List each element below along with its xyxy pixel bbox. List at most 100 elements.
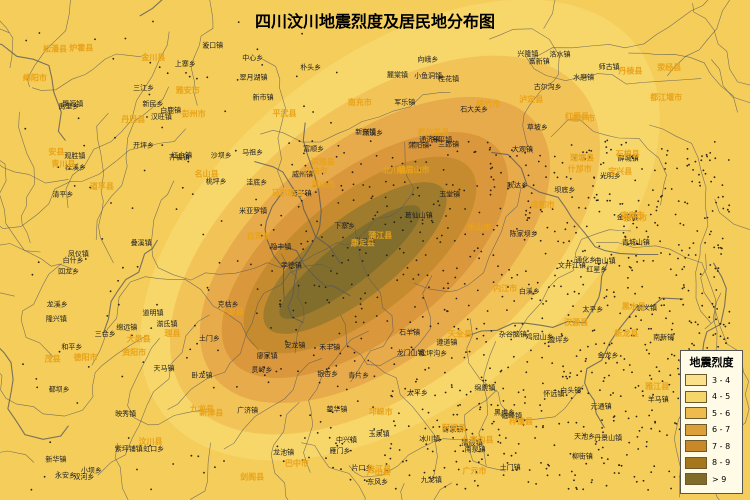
- place-label: 新兴镇: [355, 127, 376, 136]
- county-label: 新津县: [199, 407, 223, 417]
- settlement-dot: [530, 297, 533, 300]
- settlement-dot: [431, 450, 434, 453]
- settlement-dot: [670, 328, 673, 331]
- settlement-dot: [279, 303, 282, 306]
- settlement-dot: [521, 323, 524, 325]
- settlement-dot: [149, 61, 152, 64]
- settlement-dot: [290, 267, 293, 270]
- settlement-dot: [467, 304, 470, 307]
- settlement-dot: [362, 184, 365, 186]
- settlement-dot: [601, 419, 603, 421]
- settlement-dot: [649, 213, 652, 216]
- settlement-dot: [270, 327, 272, 329]
- place-label: 白溪乡: [519, 286, 540, 295]
- settlement-dot: [677, 359, 680, 361]
- settlement-dot: [266, 354, 269, 357]
- place-label: 玉堂镇: [439, 190, 460, 199]
- settlement-dot: [303, 105, 305, 108]
- settlement-dot: [535, 425, 538, 428]
- settlement-dot: [161, 144, 164, 147]
- settlement-dot: [713, 276, 716, 278]
- settlement-dot: [432, 426, 435, 428]
- settlement-dot: [469, 255, 472, 258]
- settlement-dot: [297, 370, 299, 373]
- admin-border: [288, 141, 415, 266]
- settlement-dot: [495, 154, 497, 156]
- settlement-dot: [556, 176, 559, 179]
- settlement-dot: [301, 459, 304, 462]
- legend-item: > 9: [681, 471, 742, 488]
- place-label: 黑虎乡: [494, 408, 515, 417]
- settlement-dot: [207, 289, 210, 291]
- settlement-dot: [324, 286, 327, 289]
- settlement-dot: [670, 353, 673, 356]
- settlement-dot: [468, 350, 471, 353]
- settlement-dot: [297, 284, 300, 287]
- settlement-dot: [494, 381, 497, 384]
- settlement-dot: [459, 404, 461, 406]
- settlement-dot: [492, 254, 495, 257]
- settlement-dot: [602, 431, 604, 434]
- place-label: 安龙镇: [284, 340, 305, 349]
- settlement-dot: [525, 371, 528, 374]
- settlement-dot: [482, 233, 484, 236]
- settlement-dot: [561, 161, 564, 164]
- settlement-dot: [390, 394, 392, 397]
- settlement-dot: [279, 414, 282, 417]
- place-label: 鸡冠山乡: [526, 332, 554, 341]
- settlement-dot: [634, 179, 637, 182]
- settlement-dot: [390, 347, 393, 349]
- settlement-dot: [346, 345, 349, 348]
- settlement-dot: [620, 143, 623, 146]
- settlement-dot: [335, 155, 338, 158]
- legend-label: 7 - 8: [712, 441, 731, 451]
- admin-border: [287, 122, 322, 324]
- settlement-dot: [562, 365, 564, 368]
- county-label: 名山县: [195, 168, 219, 178]
- settlement-dot: [546, 474, 549, 477]
- settlement-dot: [389, 457, 392, 460]
- settlement-dot: [694, 254, 697, 256]
- admin-border: [464, 389, 506, 472]
- legend-title: 地震烈度: [689, 356, 734, 369]
- settlement-dot: [616, 361, 618, 364]
- settlement-dot: [449, 207, 451, 210]
- settlement-dot: [599, 389, 601, 392]
- admin-border: [151, 180, 299, 281]
- settlement-dot: [523, 419, 526, 422]
- settlement-dot: [603, 342, 606, 345]
- settlement-dot: [670, 487, 672, 490]
- settlement-dot: [698, 173, 700, 176]
- settlement-dot: [321, 236, 323, 239]
- place-label: 胥家镇: [442, 424, 463, 433]
- settlement-dot: [682, 303, 685, 306]
- admin-border: [114, 442, 131, 504]
- settlement-dot: [316, 220, 318, 223]
- settlement-dot: [326, 299, 329, 301]
- settlement-dot: [651, 313, 654, 316]
- place-label: 上寨乡: [175, 59, 196, 68]
- settlement-dot: [447, 227, 449, 229]
- settlement-dot: [673, 333, 675, 335]
- settlement-dot: [478, 257, 480, 260]
- county-label: 洪雅县: [311, 156, 335, 166]
- settlement-dot: [575, 231, 577, 234]
- settlement-dot: [575, 355, 578, 357]
- admin-border: [489, 28, 560, 154]
- settlement-dot: [585, 151, 588, 154]
- settlement-dot: [660, 304, 663, 307]
- settlement-dot: [526, 361, 529, 363]
- settlement-dot: [526, 219, 529, 222]
- settlement-dot: [304, 302, 307, 304]
- settlement-dot: [668, 310, 671, 312]
- settlement-dot: [598, 210, 601, 213]
- settlement-dot: [724, 325, 727, 328]
- settlement-dot: [112, 57, 115, 60]
- settlement-dot: [622, 231, 625, 234]
- settlement-dot: [427, 411, 430, 414]
- place-label: 新民乡: [143, 99, 164, 108]
- settlement-dot: [305, 230, 308, 233]
- settlement-dot: [496, 404, 499, 407]
- settlement-dot: [602, 380, 605, 382]
